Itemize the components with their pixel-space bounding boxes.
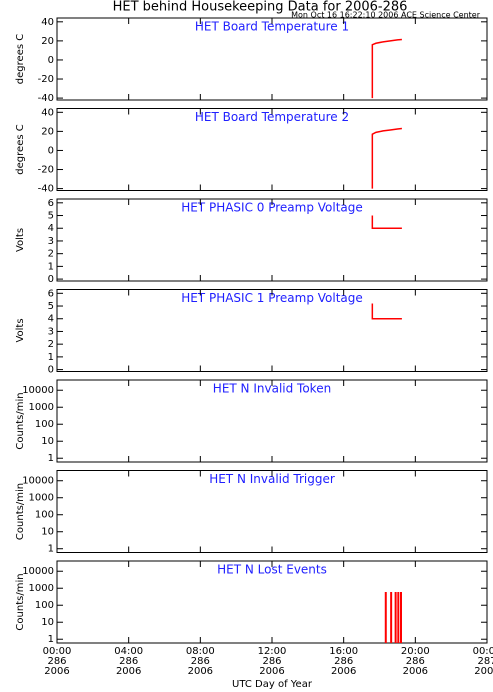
y-tick-label: 1 bbox=[48, 453, 54, 464]
y-tick-label: 40 bbox=[41, 107, 54, 118]
y-axis-label: degrees C bbox=[15, 124, 26, 174]
y-tick-label: 10 bbox=[41, 436, 54, 447]
x-tick-year: 2006 bbox=[44, 666, 69, 677]
x-tick-label: 08:00 bbox=[186, 646, 215, 657]
y-axis-label: Volts bbox=[15, 228, 26, 252]
x-tick-label: 12:00 bbox=[258, 646, 287, 657]
x-tick-day: 286 bbox=[47, 656, 66, 667]
y-tick-label: 3 bbox=[48, 326, 54, 337]
y-tick-label: 6 bbox=[48, 198, 54, 209]
y-tick-label: 20 bbox=[41, 126, 54, 137]
x-tick-year: 2006 bbox=[188, 666, 213, 677]
panel-title: HET Board Temperature 2 bbox=[195, 110, 349, 124]
y-tick-label: -20 bbox=[38, 165, 54, 176]
y-axis-label: Counts/min bbox=[15, 483, 26, 540]
chart-title: HET behind Housekeeping Data for 2006-28… bbox=[113, 0, 408, 15]
y-tick-label: -40 bbox=[38, 184, 54, 195]
y-axis-label: Counts/min bbox=[15, 392, 26, 449]
y-tick-label: 100 bbox=[35, 419, 54, 430]
panel-title: HET Board Temperature 1 bbox=[195, 20, 349, 34]
panel-title: HET PHASIC 1 Preamp Voltage bbox=[181, 291, 363, 305]
y-tick-label: 1000 bbox=[29, 583, 54, 594]
y-tick-label: 4 bbox=[48, 314, 54, 325]
x-tick-day: 286 bbox=[262, 656, 281, 667]
x-axis-label: UTC Day of Year bbox=[232, 679, 313, 690]
y-tick-label: 10 bbox=[41, 617, 54, 628]
panel-title: HET N Invalid Trigger bbox=[209, 472, 335, 486]
data-line bbox=[371, 215, 402, 229]
y-tick-label: 2 bbox=[48, 339, 54, 350]
y-tick-label: 5 bbox=[48, 211, 54, 222]
y-tick-label: 5 bbox=[48, 301, 54, 312]
x-tick-day: 286 bbox=[191, 656, 210, 667]
x-tick-day: 286 bbox=[406, 656, 425, 667]
x-tick-year: 2006 bbox=[331, 666, 356, 677]
x-tick-label: 00:00 bbox=[43, 646, 72, 657]
panel-title: HET N Lost Events bbox=[217, 563, 327, 577]
data-line bbox=[371, 38, 402, 99]
y-tick-label: 10000 bbox=[22, 476, 54, 487]
y-tick-label: 0 bbox=[48, 274, 54, 285]
y-tick-label: 100 bbox=[35, 510, 54, 521]
y-tick-label: 2 bbox=[48, 249, 54, 260]
y-tick-label: 0 bbox=[48, 365, 54, 376]
x-tick-label: 00:00 bbox=[473, 646, 493, 657]
x-tick-label: 20:00 bbox=[401, 646, 430, 657]
y-tick-label: -40 bbox=[38, 93, 54, 104]
y-tick-label: -20 bbox=[38, 74, 54, 85]
y-tick-label: 10 bbox=[41, 527, 54, 538]
y-tick-label: 1 bbox=[48, 261, 54, 272]
y-tick-label: 1 bbox=[48, 634, 54, 645]
y-tick-label: 10000 bbox=[22, 566, 54, 577]
x-tick-year: 2006 bbox=[259, 666, 284, 677]
x-tick-label: 16:00 bbox=[329, 646, 358, 657]
y-tick-label: 20 bbox=[41, 36, 54, 47]
y-tick-label: 0 bbox=[48, 55, 54, 66]
y-tick-label: 1000 bbox=[29, 402, 54, 413]
y-axis-label: Volts bbox=[15, 318, 26, 342]
y-tick-label: 1 bbox=[48, 352, 54, 363]
y-tick-label: 100 bbox=[35, 600, 54, 611]
y-tick-label: 3 bbox=[48, 236, 54, 247]
y-tick-label: 4 bbox=[48, 223, 54, 234]
x-tick-day: 287 bbox=[477, 656, 493, 667]
y-tick-label: 1 bbox=[48, 544, 54, 555]
panel-title: HET N Invalid Token bbox=[213, 382, 331, 396]
x-tick-day: 286 bbox=[119, 656, 138, 667]
y-axis-label: Counts/min bbox=[15, 573, 26, 630]
x-tick-year: 2006 bbox=[474, 666, 493, 677]
y-tick-label: 6 bbox=[48, 288, 54, 299]
data-line bbox=[371, 127, 402, 189]
y-tick-label: 40 bbox=[41, 17, 54, 28]
y-axis-label: degrees C bbox=[15, 34, 26, 84]
y-tick-label: 0 bbox=[48, 145, 54, 156]
data-line bbox=[371, 303, 402, 320]
x-tick-label: 04:00 bbox=[114, 646, 143, 657]
x-tick-year: 2006 bbox=[116, 666, 141, 677]
x-tick-day: 286 bbox=[334, 656, 353, 667]
x-tick-year: 2006 bbox=[403, 666, 428, 677]
y-tick-label: 10000 bbox=[22, 385, 54, 396]
y-tick-label: 1000 bbox=[29, 493, 54, 504]
panel-title: HET PHASIC 0 Preamp Voltage bbox=[181, 201, 363, 215]
subtitle: Mon Oct 16 16:22:10 2006 ACE Science Cen… bbox=[291, 11, 481, 20]
